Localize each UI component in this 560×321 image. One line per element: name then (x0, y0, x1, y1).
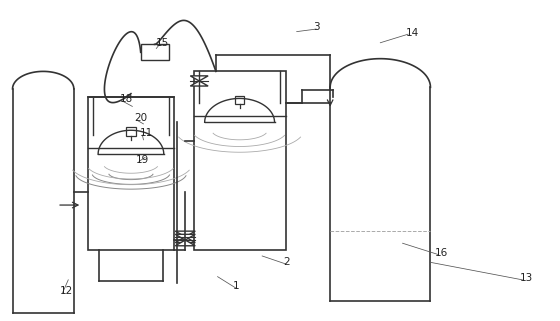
Text: 20: 20 (134, 114, 147, 124)
Bar (126, 127, 136, 136)
Text: 2: 2 (283, 257, 290, 267)
Polygon shape (175, 237, 195, 243)
Bar (194, 71, 286, 250)
Text: 19: 19 (136, 155, 150, 165)
Bar (141, 44, 169, 60)
Text: 15: 15 (156, 39, 170, 48)
Text: 18: 18 (119, 94, 133, 104)
Polygon shape (175, 240, 195, 246)
Text: 12: 12 (60, 286, 73, 296)
Text: 3: 3 (314, 22, 320, 32)
Text: 16: 16 (435, 248, 448, 258)
Bar (88, 97, 174, 250)
Bar (235, 96, 244, 105)
Polygon shape (190, 76, 208, 81)
Text: 1: 1 (232, 281, 239, 291)
Text: 11: 11 (139, 128, 153, 138)
Text: 14: 14 (405, 28, 419, 38)
Text: 13: 13 (520, 273, 533, 283)
Polygon shape (175, 234, 195, 240)
Polygon shape (175, 231, 195, 237)
Polygon shape (190, 81, 208, 86)
